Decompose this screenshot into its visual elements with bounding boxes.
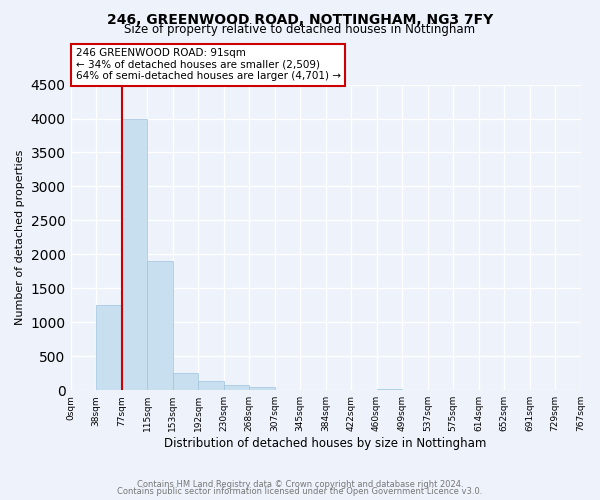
Text: 246 GREENWOOD ROAD: 91sqm
← 34% of detached houses are smaller (2,509)
64% of se: 246 GREENWOOD ROAD: 91sqm ← 34% of detac… xyxy=(76,48,341,82)
Bar xyxy=(96,306,122,390)
Bar xyxy=(377,389,402,390)
Bar xyxy=(147,261,173,390)
Y-axis label: Number of detached properties: Number of detached properties xyxy=(15,150,25,325)
Text: Contains public sector information licensed under the Open Government Licence v3: Contains public sector information licen… xyxy=(118,487,482,496)
X-axis label: Distribution of detached houses by size in Nottingham: Distribution of detached houses by size … xyxy=(164,437,487,450)
Bar xyxy=(249,387,275,390)
Bar xyxy=(224,385,249,390)
Text: 246, GREENWOOD ROAD, NOTTINGHAM, NG3 7FY: 246, GREENWOOD ROAD, NOTTINGHAM, NG3 7FY xyxy=(107,12,493,26)
Bar xyxy=(122,118,147,390)
Text: Size of property relative to detached houses in Nottingham: Size of property relative to detached ho… xyxy=(124,22,476,36)
Bar xyxy=(198,382,224,390)
Text: Contains HM Land Registry data © Crown copyright and database right 2024.: Contains HM Land Registry data © Crown c… xyxy=(137,480,463,489)
Bar xyxy=(173,373,198,390)
